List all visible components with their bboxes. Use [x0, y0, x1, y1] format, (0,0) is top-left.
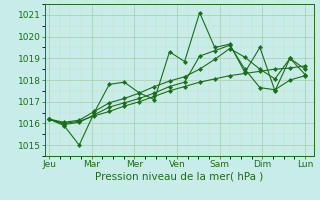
- X-axis label: Pression niveau de la mer( hPa ): Pression niveau de la mer( hPa ): [95, 172, 263, 182]
